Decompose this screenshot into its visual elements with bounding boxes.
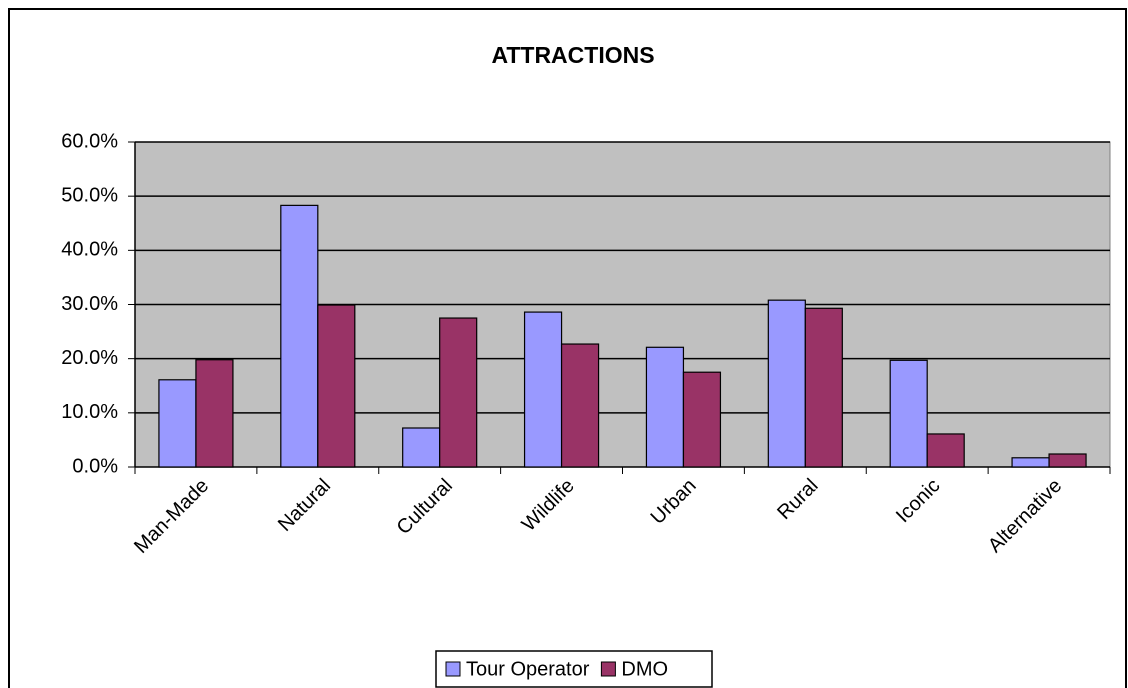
y-tick-label: 40.0% [61, 239, 118, 261]
legend-label: Tour Operator [466, 658, 590, 680]
bar [682, 371, 722, 468]
bar [280, 204, 319, 468]
bar [926, 433, 965, 468]
bar [439, 317, 478, 468]
x-tick-label: Man-Made [130, 475, 213, 558]
bar [1048, 453, 1087, 468]
y-tick-label: 60.0% [61, 130, 118, 152]
bar [767, 299, 806, 468]
x-tick-label: Alternative [984, 475, 1066, 557]
bar [645, 346, 685, 468]
x-tick-label: Cultural [393, 475, 457, 539]
bar [402, 427, 441, 468]
bar [1011, 457, 1050, 468]
x-tick-label: Urban [647, 475, 701, 529]
legend-swatch [600, 661, 616, 677]
chart-title: ATTRACTIONS [491, 42, 654, 68]
x-tick-label: Iconic [892, 475, 945, 528]
x-tick-label: Natural [274, 475, 335, 536]
y-tick-label: 30.0% [61, 293, 118, 315]
y-tick-label: 10.0% [61, 401, 118, 423]
x-tick-label: Wildlife [518, 475, 579, 536]
x-tick-label: Rural [773, 475, 822, 524]
y-tick-label: 0.0% [72, 455, 118, 477]
y-tick-label: 20.0% [61, 347, 118, 369]
bar [804, 307, 843, 468]
bar [317, 304, 356, 468]
bar [195, 359, 234, 468]
bar [523, 311, 563, 468]
bar [560, 343, 600, 468]
bar [889, 359, 928, 468]
legend-swatch [445, 661, 461, 677]
legend-box [435, 650, 713, 688]
y-tick-label: 50.0% [61, 184, 118, 206]
legend-label: DMO [621, 658, 668, 680]
chart-border [8, 8, 1127, 688]
bar [158, 379, 197, 468]
